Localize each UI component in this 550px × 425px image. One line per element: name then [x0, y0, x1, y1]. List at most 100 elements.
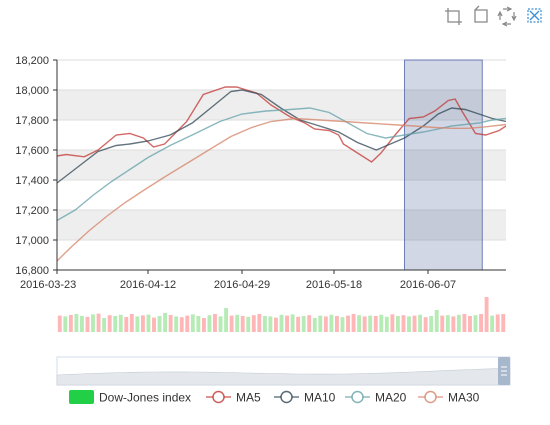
volume-bar: [368, 315, 373, 332]
y-tick-label: 17,800: [15, 115, 49, 127]
volume-bar: [384, 316, 389, 332]
volume-bar: [57, 315, 62, 332]
volume-bar: [312, 318, 317, 332]
volume-bar: [129, 314, 134, 332]
volume-bars: [57, 297, 506, 332]
volume-bar: [373, 316, 378, 332]
volume-bar: [429, 316, 434, 332]
volume-bar: [240, 316, 245, 332]
y-tick-label: 18,200: [15, 55, 49, 67]
legend-item-ma10[interactable]: MA10: [274, 391, 336, 405]
legend-item-ma5[interactable]: MA5: [206, 391, 261, 405]
split-area-band: [57, 120, 506, 150]
volume-bar: [146, 314, 151, 332]
volume-bar: [257, 314, 262, 332]
y-tick-label: 18,000: [15, 85, 49, 97]
volume-bar: [229, 315, 234, 332]
brush-clear-icon-frame: [527, 8, 542, 23]
volume-bar: [479, 314, 483, 332]
volume-bar: [74, 314, 79, 332]
legend-circle-icon: [280, 390, 293, 404]
legend-item-ma20[interactable]: MA20: [345, 391, 407, 405]
volume-bar: [351, 314, 356, 332]
volume-bar: [163, 313, 168, 332]
x-tick-label: 2016-04-29: [214, 279, 270, 291]
legend-label: MA10: [304, 391, 336, 405]
legend-circle-icon: [212, 390, 225, 404]
volume-bar: [434, 310, 439, 332]
volume-bar: [224, 308, 229, 332]
volume-bar: [307, 315, 312, 332]
series-lines: [56, 86, 507, 262]
series-line-ma20: [56, 107, 507, 222]
volume-bar: [340, 317, 345, 332]
volume-bar: [418, 314, 423, 332]
volume-bar: [296, 316, 301, 332]
brush-selection[interactable]: [404, 59, 483, 271]
volume-bar: [262, 316, 267, 332]
zoom-reset-icon-shape: [474, 5, 488, 23]
volume-bar: [440, 315, 445, 332]
volume-bar: [290, 314, 295, 332]
volume-bar: [285, 315, 289, 332]
volume-bar: [174, 316, 179, 332]
volume-bar: [196, 316, 201, 332]
legend-label: Dow-Jones index: [99, 391, 191, 405]
volume-bar: [140, 315, 145, 332]
data-zoom-slider[interactable]: [56, 356, 511, 386]
legend-swatch-icon: [69, 390, 94, 404]
volume-bar: [63, 316, 68, 332]
volume-bar: [213, 314, 217, 332]
legend-circle-icon: [351, 390, 364, 404]
volume-bar: [274, 317, 278, 332]
axes: [53, 59, 506, 274]
volume-bar: [318, 315, 323, 332]
volume-bar: [235, 314, 240, 332]
volume-bar: [407, 316, 411, 332]
split-area-band: [57, 180, 506, 210]
legend-item-dow-jones-index[interactable]: Dow-Jones index: [69, 390, 191, 405]
y-tick-label: 17,400: [15, 175, 49, 187]
volume-bar: [357, 315, 362, 332]
volume-bar: [152, 317, 156, 332]
legend: Dow-Jones index MA5 MA10 MA20 MA30: [69, 390, 480, 405]
split-area-band: [57, 90, 506, 120]
split-area-band: [57, 240, 506, 270]
volume-bar: [96, 313, 101, 332]
data-zoom-preview: [56, 367, 511, 386]
volume-bar: [484, 297, 489, 332]
legend-label: MA20: [375, 391, 407, 405]
brush-clear-icon-cross: [529, 10, 540, 21]
volume-bar: [124, 317, 129, 332]
data-zoom-icon-shape: [445, 8, 462, 25]
volume-bar: [251, 315, 256, 332]
volume-bar: [207, 315, 212, 332]
brush-clear-icon[interactable]: [527, 8, 542, 23]
y-tick-label: 17,600: [15, 145, 49, 157]
legend-item-ma30[interactable]: MA30: [418, 391, 480, 405]
x-tick-label: 2016-05-18: [306, 279, 362, 291]
volume-bar: [362, 316, 367, 332]
y-tick-label: 17,200: [15, 205, 49, 217]
volume-bar: [246, 316, 251, 332]
volume-bar: [301, 316, 306, 332]
y-axis-labels: 16,800 17,000 17,200 17,400 17,600 17,800 18,0…: [15, 55, 49, 277]
series-line-ma10: [56, 89, 507, 184]
volume-bar: [201, 318, 206, 332]
data-zoom-icon[interactable]: [445, 8, 462, 25]
volume-bar: [185, 315, 190, 332]
volume-bar: [401, 315, 406, 332]
volume-bar: [379, 314, 384, 332]
volume-bar: [118, 314, 123, 332]
restore-icon-shape: [497, 6, 517, 27]
volume-bar: [135, 316, 140, 332]
legend-label: MA5: [236, 391, 261, 405]
zoom-reset-icon[interactable]: [474, 5, 488, 23]
split-area-band: [57, 150, 506, 180]
brush-rect[interactable]: [404, 59, 483, 271]
y-tick-label: 16,800: [15, 265, 49, 277]
restore-icon[interactable]: [497, 6, 517, 27]
volume-bar: [113, 316, 118, 332]
